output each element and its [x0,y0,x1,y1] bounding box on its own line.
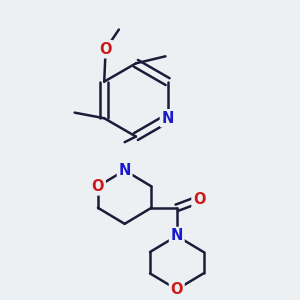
Text: N: N [171,228,183,243]
Text: O: O [92,179,104,194]
Text: O: O [170,282,183,297]
Text: N: N [161,111,174,126]
Text: O: O [99,42,112,57]
Text: N: N [118,163,131,178]
Text: O: O [193,192,206,207]
